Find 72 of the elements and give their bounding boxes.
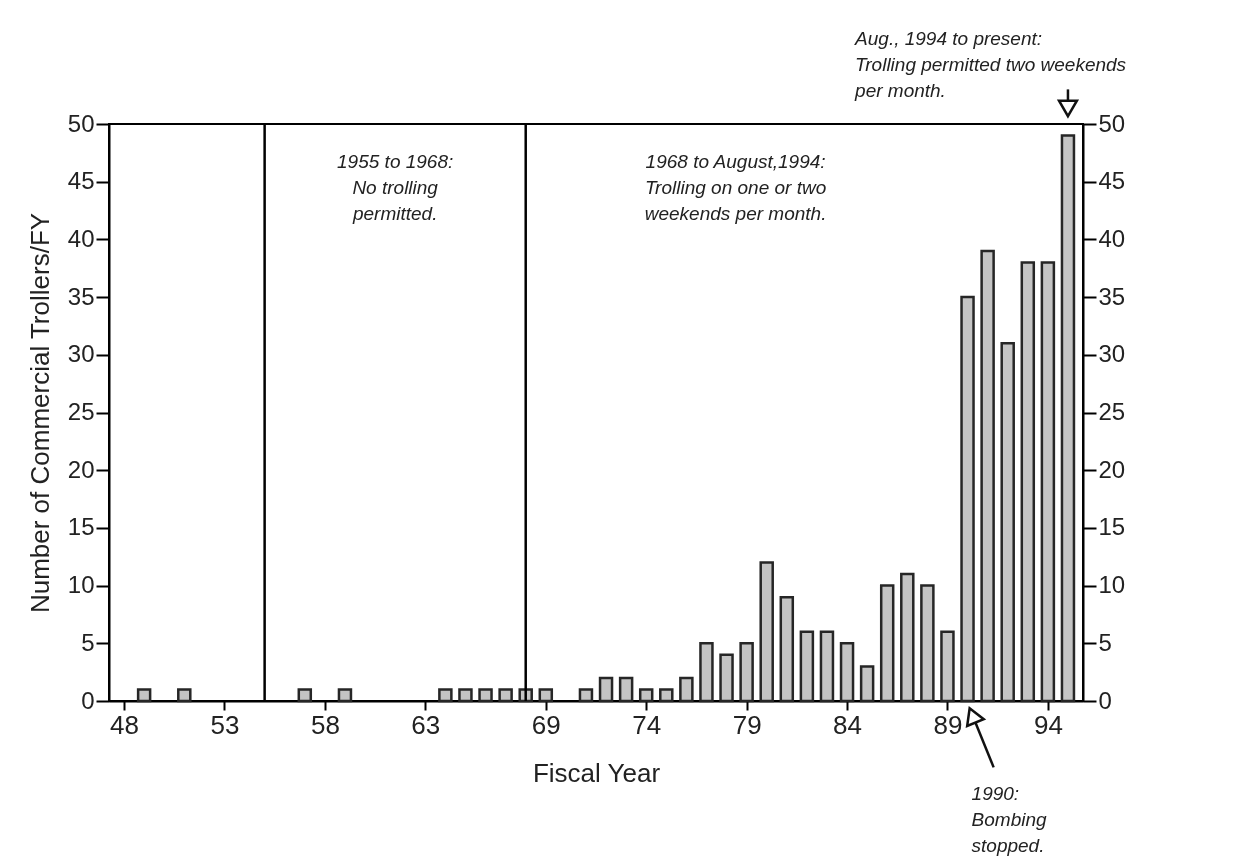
bar xyxy=(920,584,935,703)
y-tick-label: 0 xyxy=(81,686,95,714)
y-tick-label: 40 xyxy=(67,224,95,252)
bar xyxy=(578,688,594,703)
y-tick-label: 45 xyxy=(67,167,95,195)
bar xyxy=(458,688,473,703)
y-tick-label: 35 xyxy=(67,282,95,310)
x-tick-label: 63 xyxy=(411,709,441,740)
bar xyxy=(438,688,453,703)
x-tick-label: 69 xyxy=(531,709,561,740)
y2-tick-label: 40 xyxy=(1098,224,1126,252)
bar xyxy=(598,676,614,703)
bar xyxy=(980,249,995,703)
bar xyxy=(779,595,795,703)
y2-tick-label: 0 xyxy=(1098,686,1112,714)
bar xyxy=(960,295,975,703)
y2-tick-label: 20 xyxy=(1098,455,1126,483)
bar xyxy=(819,630,835,703)
bar xyxy=(759,561,774,703)
x-axis-title: Fiscal Year xyxy=(532,757,661,788)
bar xyxy=(900,572,915,703)
bar xyxy=(1040,261,1056,703)
bar xyxy=(1000,342,1015,703)
y2-tick-label: 50 xyxy=(1098,109,1126,137)
annotation: 1968 to August,1994: Trolling on one or two weekends per month. xyxy=(644,150,827,224)
bar xyxy=(679,676,694,703)
bar xyxy=(337,688,353,703)
bar xyxy=(177,688,192,703)
bar xyxy=(739,642,754,703)
bar xyxy=(659,688,674,703)
x-tick-label: 48 xyxy=(110,709,139,740)
bar xyxy=(297,688,313,703)
bar xyxy=(699,642,714,703)
bar xyxy=(538,688,554,703)
y2-tick-label: 25 xyxy=(1098,398,1126,425)
bar xyxy=(136,688,152,703)
bar xyxy=(498,688,513,703)
y-tick-label: 30 xyxy=(67,340,95,368)
text: 1990: Bombing stopped. xyxy=(971,783,1047,857)
bar xyxy=(638,688,654,703)
x-tick-label: 79 xyxy=(732,709,762,740)
y2-tick-label: 35 xyxy=(1098,282,1126,310)
y-tick-label: 50 xyxy=(67,109,95,137)
y-tick-label: 15 xyxy=(67,513,95,541)
y2-tick-label: 5 xyxy=(1098,628,1112,656)
x-tick-label: 74 xyxy=(632,709,662,740)
bar xyxy=(719,653,734,703)
y-tick-label: 5 xyxy=(81,628,95,656)
bar xyxy=(618,676,634,703)
bar xyxy=(859,665,875,703)
bar xyxy=(1060,134,1076,703)
x-tick-label: 58 xyxy=(310,709,340,740)
annotation: 1955 to 1968: No trolling permitted. xyxy=(337,150,454,224)
x-tick-label: 84 xyxy=(833,709,862,740)
y-tick-label: 25 xyxy=(67,398,95,425)
y2-tick-label: 10 xyxy=(1098,571,1126,599)
y-tick-label: 20 xyxy=(67,455,95,483)
x-tick-label: 89 xyxy=(933,709,963,740)
bar xyxy=(879,584,895,703)
x-tick-label: 94 xyxy=(1033,709,1063,740)
y-axis-title: Number of Commercial Trollers/FY xyxy=(24,212,55,614)
bar xyxy=(799,630,815,703)
bar xyxy=(940,630,955,703)
y2-tick-label: 15 xyxy=(1098,513,1126,541)
y2-tick-label: 30 xyxy=(1098,340,1126,368)
bar xyxy=(1020,261,1036,703)
bar xyxy=(839,642,855,703)
y2-tick-label: 45 xyxy=(1098,167,1126,195)
x-tick-label: 53 xyxy=(210,709,240,740)
bar xyxy=(478,688,493,703)
y-tick-label: 10 xyxy=(67,571,95,599)
annotation: Aug., 1994 to present: Trolling permitted two weekends per month. xyxy=(854,27,1127,101)
